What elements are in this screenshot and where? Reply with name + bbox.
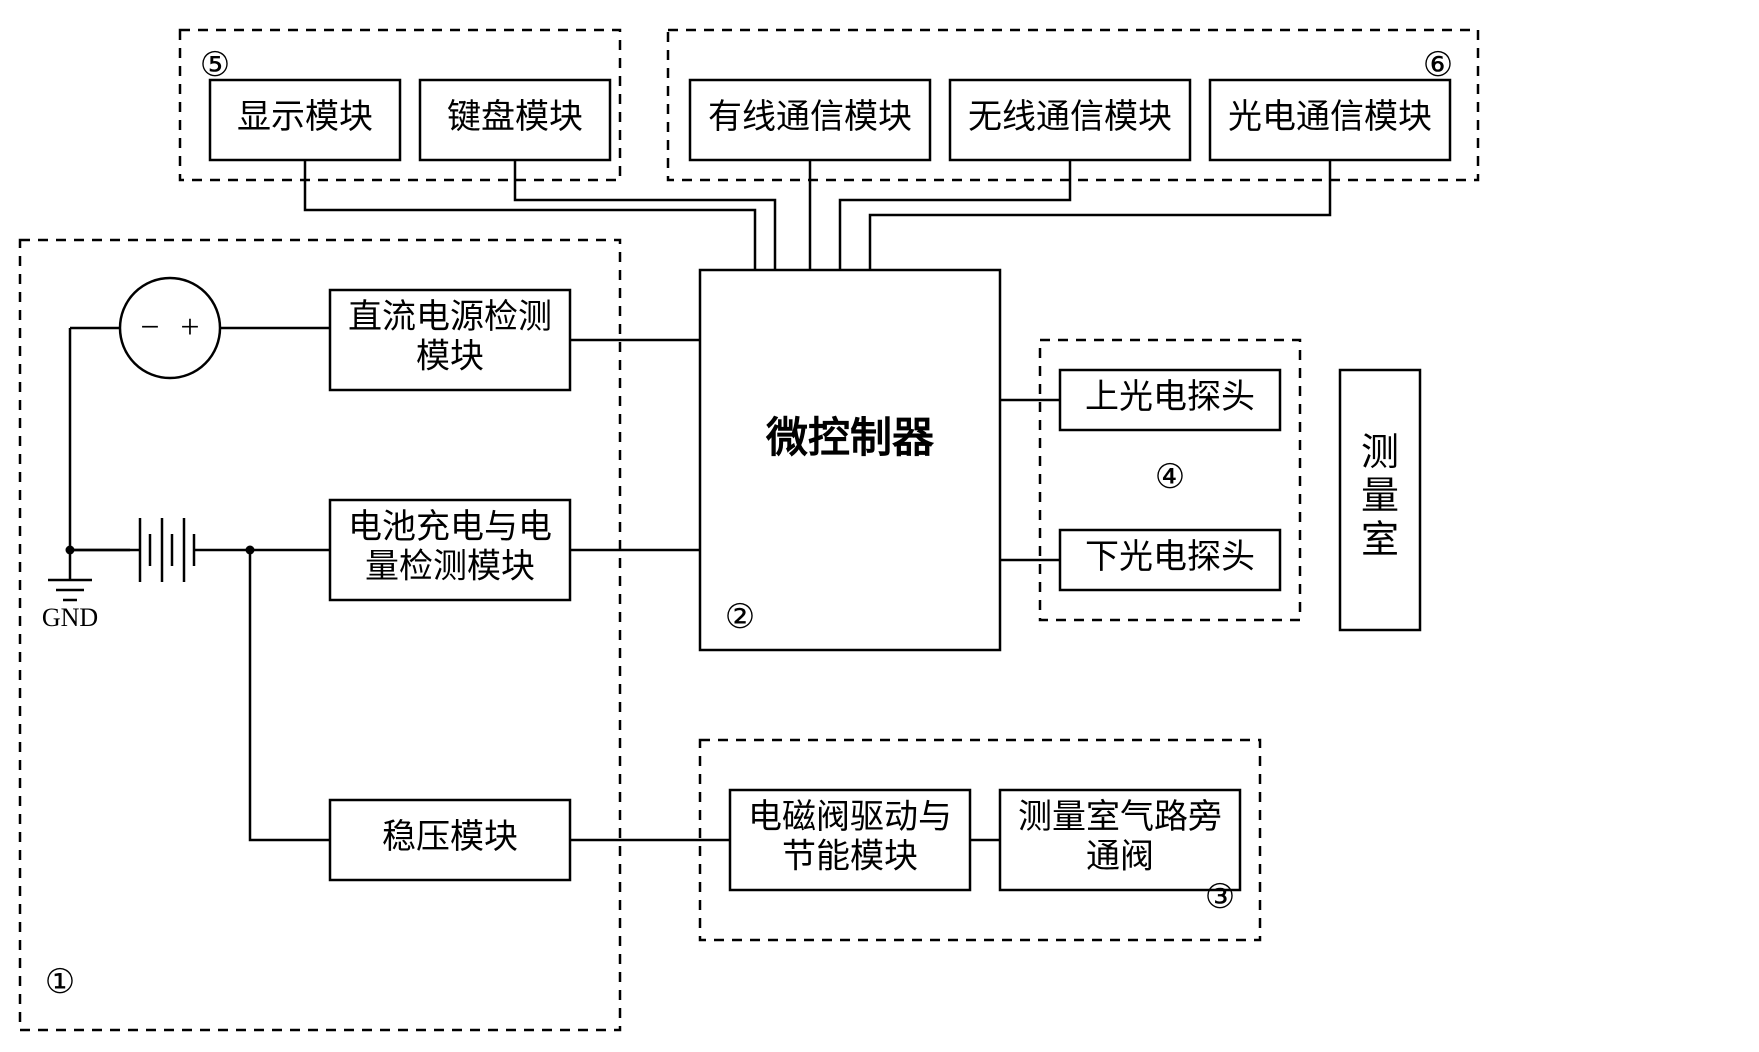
group-g3-badge: ③ bbox=[1205, 879, 1235, 916]
box-bypass-line-1: 通阀 bbox=[1086, 838, 1154, 875]
wire-13 bbox=[870, 160, 1330, 270]
box-wireless-line-0: 无线通信模块 bbox=[968, 98, 1172, 136]
box-optocomm-line-0: 光电通信模块 bbox=[1228, 98, 1432, 136]
dc-source-minus: − bbox=[140, 309, 159, 346]
group-g5-badge: ⑤ bbox=[200, 47, 230, 84]
box-dc_detect-line-0: 直流电源检测 bbox=[348, 298, 552, 336]
box-lower_probe-line-0: 下光电探头 bbox=[1085, 538, 1255, 576]
dc-source-symbol bbox=[120, 278, 220, 378]
box-display-line-0: 显示模块 bbox=[237, 98, 373, 136]
box-chamber-line-0: 测 bbox=[1361, 432, 1399, 474]
box-chamber-line-1: 量 bbox=[1361, 476, 1399, 518]
group-g2-badge: ② bbox=[725, 599, 755, 636]
box-upper_probe-line-0: 上光电探头 bbox=[1085, 378, 1255, 416]
ground-label: GND bbox=[42, 603, 98, 632]
dc-source-plus: + bbox=[180, 309, 199, 346]
box-wired-line-0: 有线通信模块 bbox=[708, 98, 912, 136]
wire-10 bbox=[515, 160, 775, 270]
box-chamber-line-2: 室 bbox=[1361, 519, 1399, 561]
box-bat_detect-line-1: 量检测模块 bbox=[365, 547, 535, 585]
group-g4-badge: ④ bbox=[1155, 459, 1185, 496]
box-keyboard-line-0: 键盘模块 bbox=[447, 98, 583, 136]
box-bat_detect-line-0: 电池充电与电 bbox=[348, 508, 552, 546]
box-regulator-line-0: 稳压模块 bbox=[382, 818, 518, 856]
junction-1 bbox=[246, 546, 255, 555]
box-dc_detect-line-1: 模块 bbox=[416, 337, 484, 375]
box-bypass-line-0: 测量室气路旁 bbox=[1018, 798, 1222, 836]
box-valve-line-1: 节能模块 bbox=[782, 837, 918, 875]
wire-9 bbox=[305, 160, 755, 270]
box-mcu-line-0: 微控制器 bbox=[765, 414, 935, 461]
group-g1-badge: ① bbox=[45, 964, 75, 1001]
wire-5 bbox=[250, 550, 330, 840]
box-valve-line-0: 电磁阀驱动与 bbox=[748, 798, 952, 836]
group-g6-badge: ⑥ bbox=[1423, 47, 1453, 84]
